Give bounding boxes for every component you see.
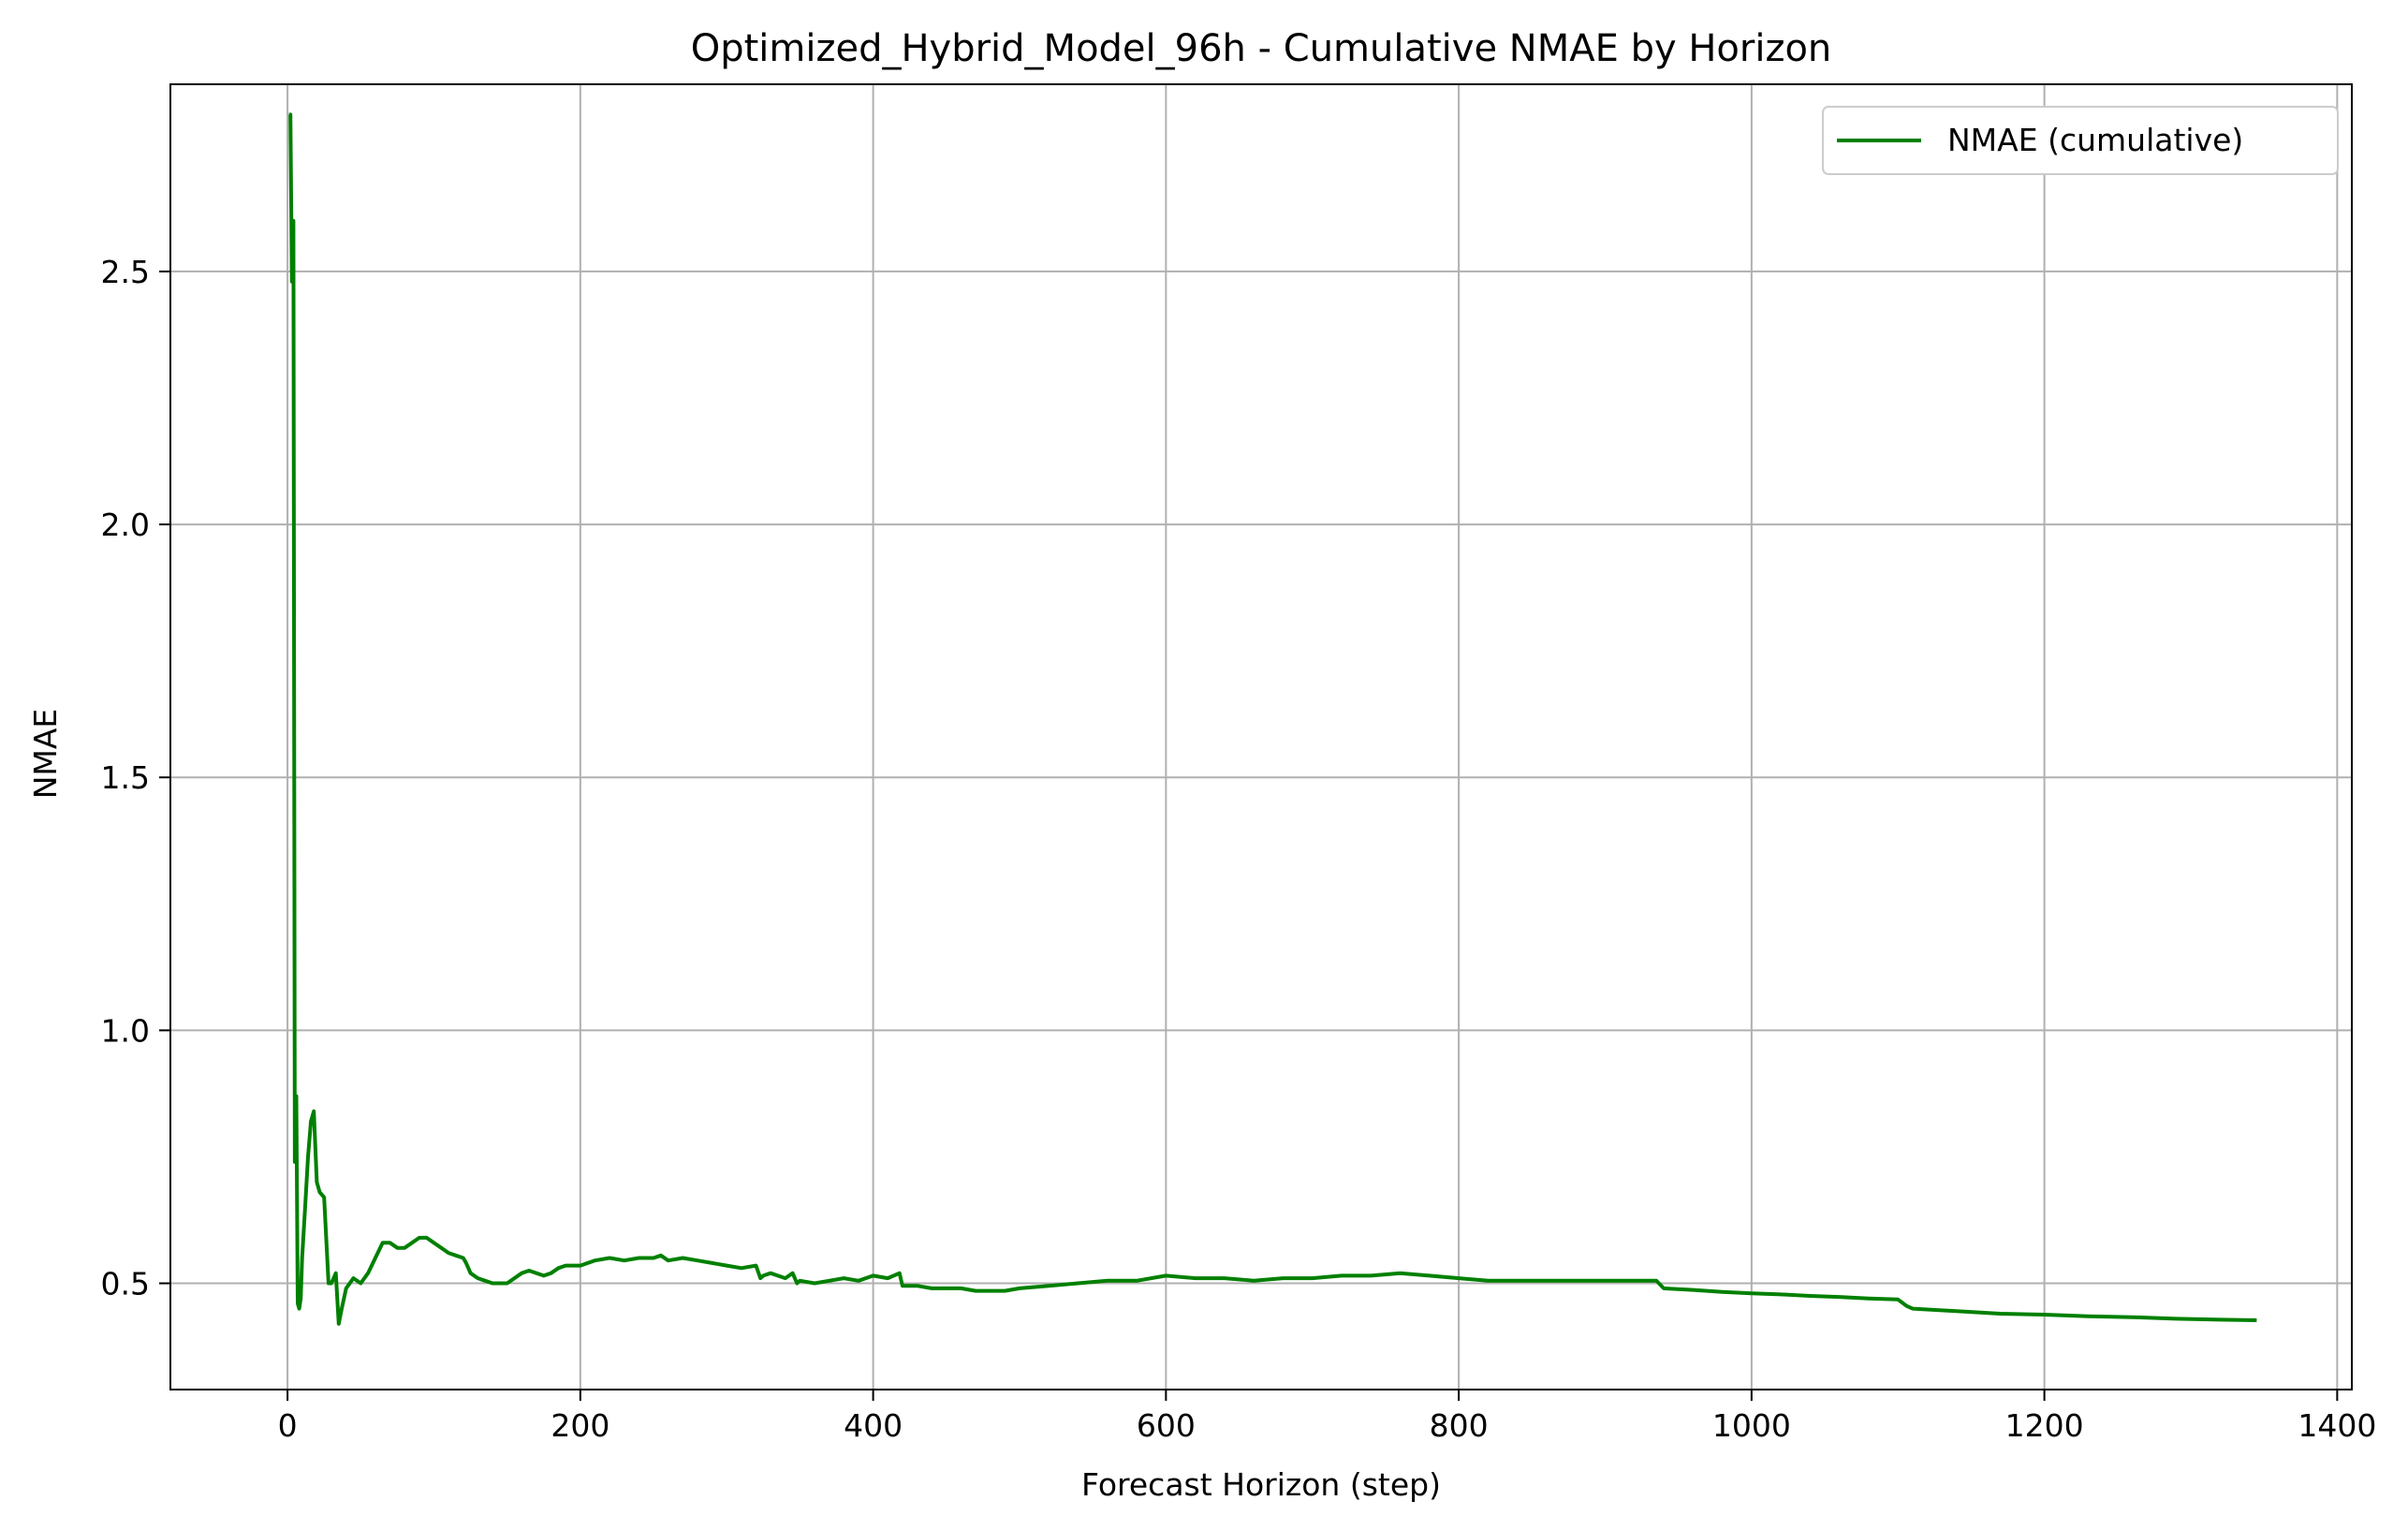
- x-tick-label: 600: [1137, 1407, 1196, 1444]
- x-tick-label: 400: [844, 1407, 903, 1444]
- x-tick-label: 800: [1430, 1407, 1489, 1444]
- series-layer: [288, 112, 2257, 1326]
- legend-box: [1822, 106, 2339, 175]
- x-tick-label: 1000: [1712, 1407, 1791, 1444]
- y-tick-label: 1.5: [101, 759, 150, 796]
- x-tick-label: 200: [551, 1407, 609, 1444]
- y-tick-label: 2.5: [101, 254, 150, 290]
- plot-frame: [169, 83, 2353, 1390]
- x-tick-label: 0: [278, 1407, 298, 1444]
- legend-label: NMAE (cumulative): [1947, 122, 2243, 158]
- ticks: 0 200 400 600 800 1000 1200 1400 0.5 1.0 1.5 2.0 2.5: [101, 254, 2377, 1444]
- y-tick-label: 1.0: [101, 1012, 150, 1049]
- grid: [170, 84, 2352, 1390]
- x-axis-label: Forecast Horizon (step): [1081, 1466, 1441, 1503]
- y-tick-label: 2.0: [101, 507, 150, 543]
- legend: NMAE (cumulative): [1822, 106, 2339, 175]
- x-tick-label: 1200: [2005, 1407, 2084, 1444]
- x-tick-label: 1400: [2298, 1407, 2376, 1444]
- y-axis-label: NMAE: [27, 709, 64, 800]
- series-line-nmae-cumulative: [288, 112, 2257, 1326]
- y-tick-label: 0.5: [101, 1266, 150, 1302]
- chart-title: Optimized_Hybrid_Model_96h - Cumulative …: [691, 27, 1832, 70]
